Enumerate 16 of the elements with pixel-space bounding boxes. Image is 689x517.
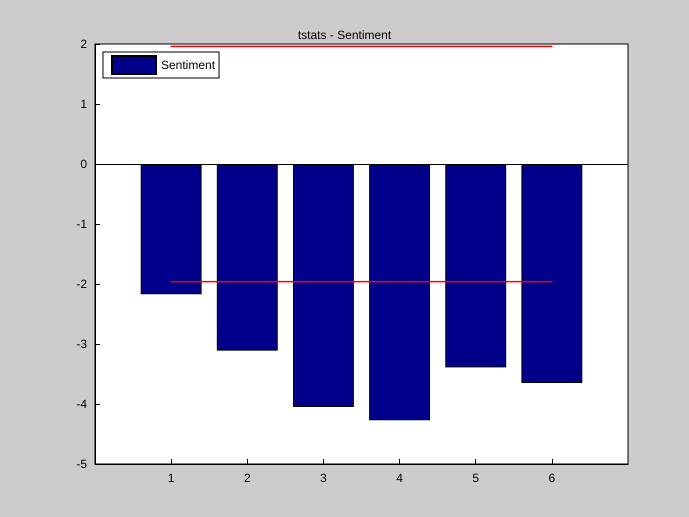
x-tick-label: 6 [548, 471, 556, 485]
y-tick-label: -1 [76, 217, 88, 231]
legend-label: Sentiment [161, 58, 216, 72]
y-tick-label: -3 [76, 337, 88, 351]
chart-title: tstats - Sentiment [298, 28, 392, 42]
x-tick-label: 1 [168, 471, 175, 485]
x-tick-label: 4 [396, 471, 404, 485]
x-tick-label: 5 [472, 471, 480, 485]
y-tick-label: -4 [76, 397, 88, 411]
x-tick-label: 3 [320, 471, 328, 485]
y-tick-label: 2 [80, 37, 88, 51]
y-tick-label: -2 [76, 277, 88, 291]
y-tick-label: -5 [76, 457, 88, 471]
y-tick-label: 0 [80, 157, 88, 171]
y-tick-label: 1 [80, 97, 88, 111]
x-tick-label: 2 [244, 471, 251, 485]
